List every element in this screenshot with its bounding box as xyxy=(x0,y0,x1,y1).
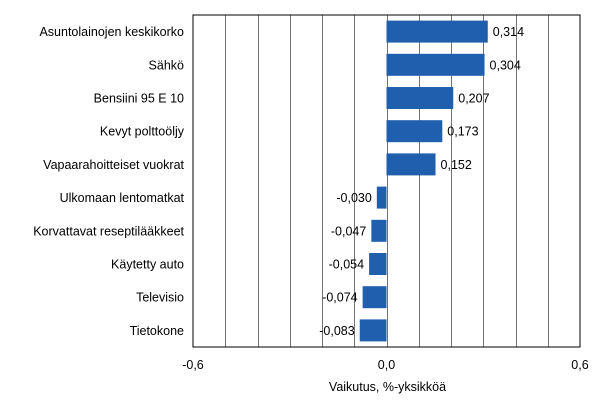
category-label: Sähkö xyxy=(149,58,184,72)
x-tick-label: 0,6 xyxy=(571,358,588,372)
x-axis-title: Vaikutus, %-yksikköä xyxy=(329,380,446,394)
value-label: 0,152 xyxy=(441,158,472,172)
bar xyxy=(386,153,436,176)
category-labels: Asuntolainojen keskikorko Sähkö Bensiini 9… xyxy=(33,25,185,338)
bars xyxy=(359,20,488,342)
bar xyxy=(369,253,387,275)
bar xyxy=(386,87,454,109)
x-tick-label: -0,6 xyxy=(182,358,204,372)
value-label: -0,074 xyxy=(322,291,357,305)
bar xyxy=(386,53,485,76)
value-label: -0,083 xyxy=(319,324,354,338)
value-label: -0,047 xyxy=(331,224,366,238)
category-label: Asuntolainojen keskikorko xyxy=(39,25,184,39)
bar xyxy=(386,120,443,143)
value-label: -0,054 xyxy=(329,258,364,272)
category-label: Kevyt polttoöljy xyxy=(100,125,185,139)
value-label: 0,314 xyxy=(493,25,524,39)
x-tick-label: 0,0 xyxy=(378,358,395,372)
bar xyxy=(386,20,488,43)
value-label: 0,304 xyxy=(490,58,521,72)
value-labels: 0,314 0,304 0,207 0,173 0,152 -0,030 -0,047 -0,… xyxy=(319,25,524,338)
category-label: Käytetty auto xyxy=(111,258,184,272)
category-label: Vapaarahoitteiset vuokrat xyxy=(43,158,184,172)
category-label: Bensiini 95 E 10 xyxy=(94,92,184,106)
value-label: -0,030 xyxy=(336,191,371,205)
bar xyxy=(359,319,387,342)
category-label: Televisio xyxy=(136,291,184,305)
category-label: Korvattavat reseptilääkkeet xyxy=(33,224,184,238)
bar xyxy=(371,219,387,242)
value-label: 0,207 xyxy=(458,92,489,106)
bar xyxy=(376,186,387,209)
category-label: Ulkomaan lentomatkat xyxy=(60,191,185,205)
value-label: 0,173 xyxy=(447,125,478,139)
x-tick-labels: -0,6 0,0 0,6 xyxy=(182,358,589,372)
bar xyxy=(362,286,387,309)
category-label: Tietokone xyxy=(130,324,184,338)
